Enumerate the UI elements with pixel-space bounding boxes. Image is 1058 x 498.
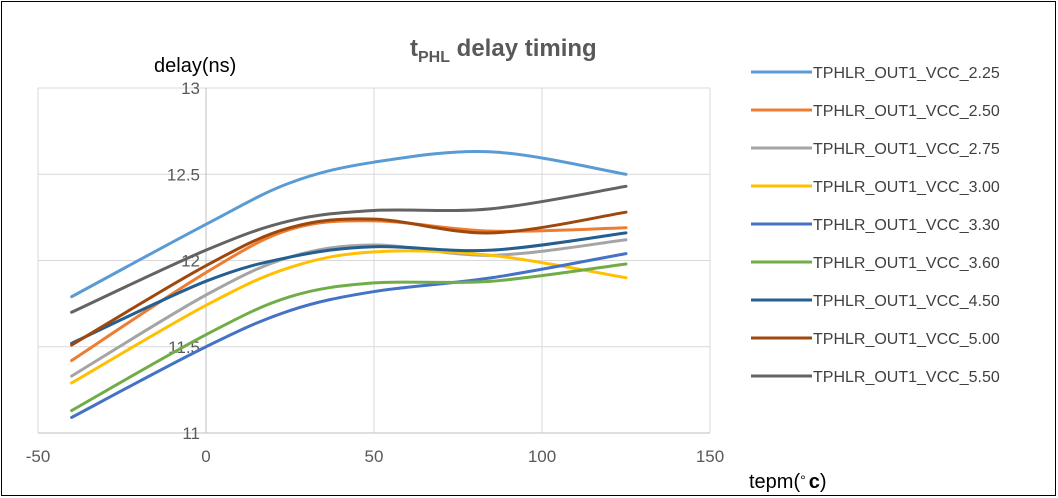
legend-label: TPHLR_OUT1_VCC_3.30 xyxy=(813,217,1000,234)
legend-label: TPHLR_OUT1_VCC_5.00 xyxy=(813,331,1000,348)
legend-label: TPHLR_OUT1_VCC_2.50 xyxy=(813,103,1000,120)
series-line xyxy=(70,219,628,363)
legend-label: TPHLR_OUT1_VCC_4.50 xyxy=(813,293,1000,310)
x-tick-label: 150 xyxy=(696,447,724,466)
x-tick-label: -50 xyxy=(26,447,51,466)
series-line xyxy=(70,262,628,413)
title-subscript: PHL xyxy=(418,49,450,66)
y-axis-title: delay(ns) xyxy=(154,55,236,77)
x-tick-label: 0 xyxy=(201,447,210,466)
series-line xyxy=(70,231,628,345)
x-axis-title-prefix: tepm( xyxy=(749,471,800,493)
title-main: t xyxy=(410,35,418,62)
chart-title: tPHL delay timing xyxy=(410,35,597,66)
y-tick-label: 11 xyxy=(182,424,200,443)
x-tick-label: 50 xyxy=(365,447,384,466)
x-axis-title-suffix: ) xyxy=(820,471,827,493)
x-tick-labels: -50 0 50 100 150 xyxy=(26,447,724,466)
gridlines xyxy=(37,87,711,434)
legend: TPHLR_OUT1_VCC_2.25 TPHLR_OUT1_VCC_2.50 TP… xyxy=(751,65,1000,386)
series-line xyxy=(70,210,628,347)
title-rest: delay timing xyxy=(450,35,597,62)
x-tick-label: 100 xyxy=(528,447,556,466)
x-axis-title: tepm(° c) xyxy=(749,471,827,493)
series-lines xyxy=(70,149,628,419)
series-line xyxy=(70,238,628,378)
legend-label: TPHLR_OUT1_VCC_3.00 xyxy=(813,179,1000,196)
legend-label: TPHLR_OUT1_VCC_2.75 xyxy=(813,141,1000,158)
series-line xyxy=(70,149,628,299)
x-axis-title-unit: c xyxy=(809,471,820,493)
legend-label: TPHLR_OUT1_VCC_2.25 xyxy=(813,65,1000,82)
legend-label: TPHLR_OUT1_VCC_5.50 xyxy=(813,369,1000,386)
y-tick-label: 12.5 xyxy=(167,165,200,184)
legend-label: TPHLR_OUT1_VCC_3.60 xyxy=(813,255,1000,272)
x-axis-title-degree: ° xyxy=(800,472,806,488)
series-line xyxy=(70,184,628,314)
series-line xyxy=(70,249,628,385)
series-line xyxy=(70,252,628,419)
y-tick-label: 13 xyxy=(181,79,200,98)
